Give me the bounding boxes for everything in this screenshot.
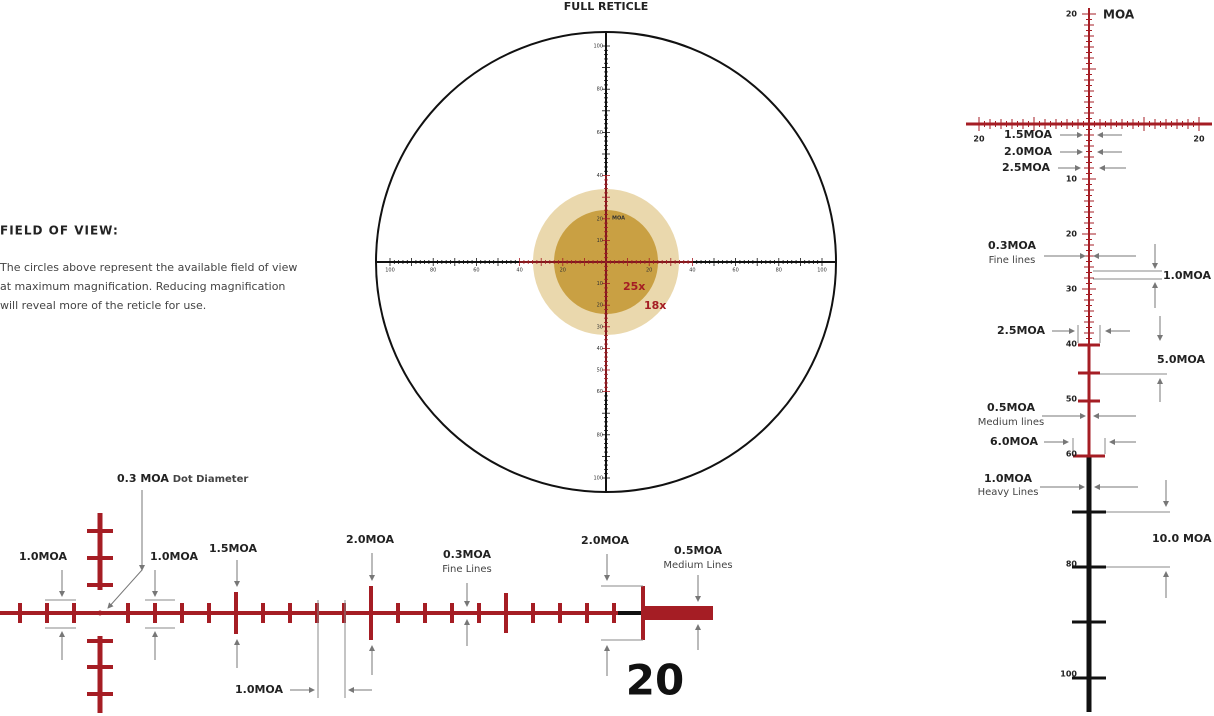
callout: 1.0MOA bbox=[235, 683, 283, 696]
callout: 10.0 MOA bbox=[1152, 532, 1212, 545]
callout: 6.0MOA bbox=[990, 435, 1038, 448]
callout-note: Medium Lines bbox=[663, 560, 732, 571]
fov-line: The circles above represent the availabl… bbox=[0, 261, 297, 274]
scale-label: 40 bbox=[597, 173, 603, 179]
scale-label: 60 bbox=[732, 268, 738, 274]
horizontal-detail bbox=[0, 490, 713, 713]
fov-line: will reveal more of the reticle for use. bbox=[0, 299, 206, 312]
scale-label: 100 bbox=[593, 476, 603, 482]
callout: 0.5MOA bbox=[987, 401, 1035, 414]
fov-heading: FIELD OF VIEW: bbox=[0, 224, 119, 238]
scale-label: 100 bbox=[817, 268, 827, 274]
scale-label: 40 bbox=[516, 268, 522, 274]
title: FULL RETICLE bbox=[564, 0, 648, 13]
scale-label: 20 bbox=[626, 656, 684, 705]
callout: 5.0MOA bbox=[1157, 353, 1205, 366]
scale-label: 80 bbox=[776, 268, 782, 274]
scale-label: 20 bbox=[646, 268, 652, 274]
callout: 2.5MOA bbox=[997, 324, 1045, 337]
callout: 1.0MOA bbox=[19, 550, 67, 563]
callout: 1.0MOA bbox=[1163, 269, 1211, 282]
scale-label: 80 bbox=[430, 268, 436, 274]
scale-label: 10 bbox=[597, 238, 603, 244]
scale-label: 100 bbox=[1060, 670, 1077, 679]
scale-label: 20 bbox=[597, 216, 603, 222]
scale-label: 40 bbox=[689, 268, 695, 274]
scale-label: 20 bbox=[560, 268, 566, 274]
scale-label: 40 bbox=[597, 346, 603, 352]
scale-label: 20 bbox=[1066, 10, 1078, 19]
scale-label: 30 bbox=[597, 324, 603, 330]
callout-note: Fine Lines bbox=[442, 564, 492, 575]
callout: 2.5MOA bbox=[1002, 161, 1050, 174]
callout-note: Dot Diameter bbox=[173, 474, 249, 485]
scale-label: 50 bbox=[597, 368, 603, 374]
scale-label: 60 bbox=[597, 389, 603, 395]
scale-label: 10 bbox=[597, 281, 603, 287]
scale-label: 50 bbox=[1066, 395, 1078, 404]
scale-label: 80 bbox=[597, 87, 603, 93]
callout: 1.0MOA bbox=[984, 472, 1032, 485]
callout: 1.0MOA bbox=[150, 550, 198, 563]
scale-label: 80 bbox=[597, 432, 603, 438]
magnification: 18x bbox=[644, 299, 666, 312]
scale-label: 20 bbox=[1066, 230, 1078, 239]
scale-label: 10 bbox=[1066, 175, 1078, 184]
scale-label: 100 bbox=[385, 268, 395, 274]
scale-label: 60 bbox=[1066, 450, 1078, 459]
scale-label: 20 bbox=[973, 135, 985, 144]
scale-label: 20 bbox=[597, 303, 603, 309]
full-reticle bbox=[375, 31, 837, 493]
callout: 1.5MOA bbox=[209, 542, 257, 555]
callout-note: Heavy Lines bbox=[978, 487, 1039, 498]
callout-note: Fine lines bbox=[989, 255, 1036, 266]
callout: 0.3MOA bbox=[443, 548, 491, 561]
callout: 0.3 MOA Dot Diameter bbox=[117, 472, 248, 485]
callout-label: 0.3 MOA bbox=[117, 472, 169, 485]
scale-label: 20 bbox=[1193, 135, 1205, 144]
callout: 1.5MOA bbox=[1004, 128, 1052, 141]
callout: 2.0MOA bbox=[346, 533, 394, 546]
unit: MOA bbox=[612, 216, 625, 222]
callout: 2.0MOA bbox=[581, 534, 629, 547]
scale-label: 100 bbox=[593, 44, 603, 50]
scale-label: 40 bbox=[1066, 340, 1078, 349]
callout: 0.5MOA bbox=[674, 544, 722, 557]
scale-label: 60 bbox=[597, 130, 603, 136]
magnification: 25x bbox=[623, 280, 645, 293]
callout: 2.0MOA bbox=[1004, 145, 1052, 158]
callout: 0.3MOA bbox=[988, 239, 1036, 252]
scale-label: 80 bbox=[1066, 560, 1078, 569]
unit: MOA bbox=[1103, 8, 1135, 22]
scale-label: 30 bbox=[1066, 285, 1078, 294]
fov-line: at maximum magnification. Reducing magni… bbox=[0, 280, 285, 293]
vertical-detail bbox=[966, 8, 1212, 712]
callout-note: Medium lines bbox=[978, 417, 1044, 428]
scale-label: 60 bbox=[473, 268, 479, 274]
